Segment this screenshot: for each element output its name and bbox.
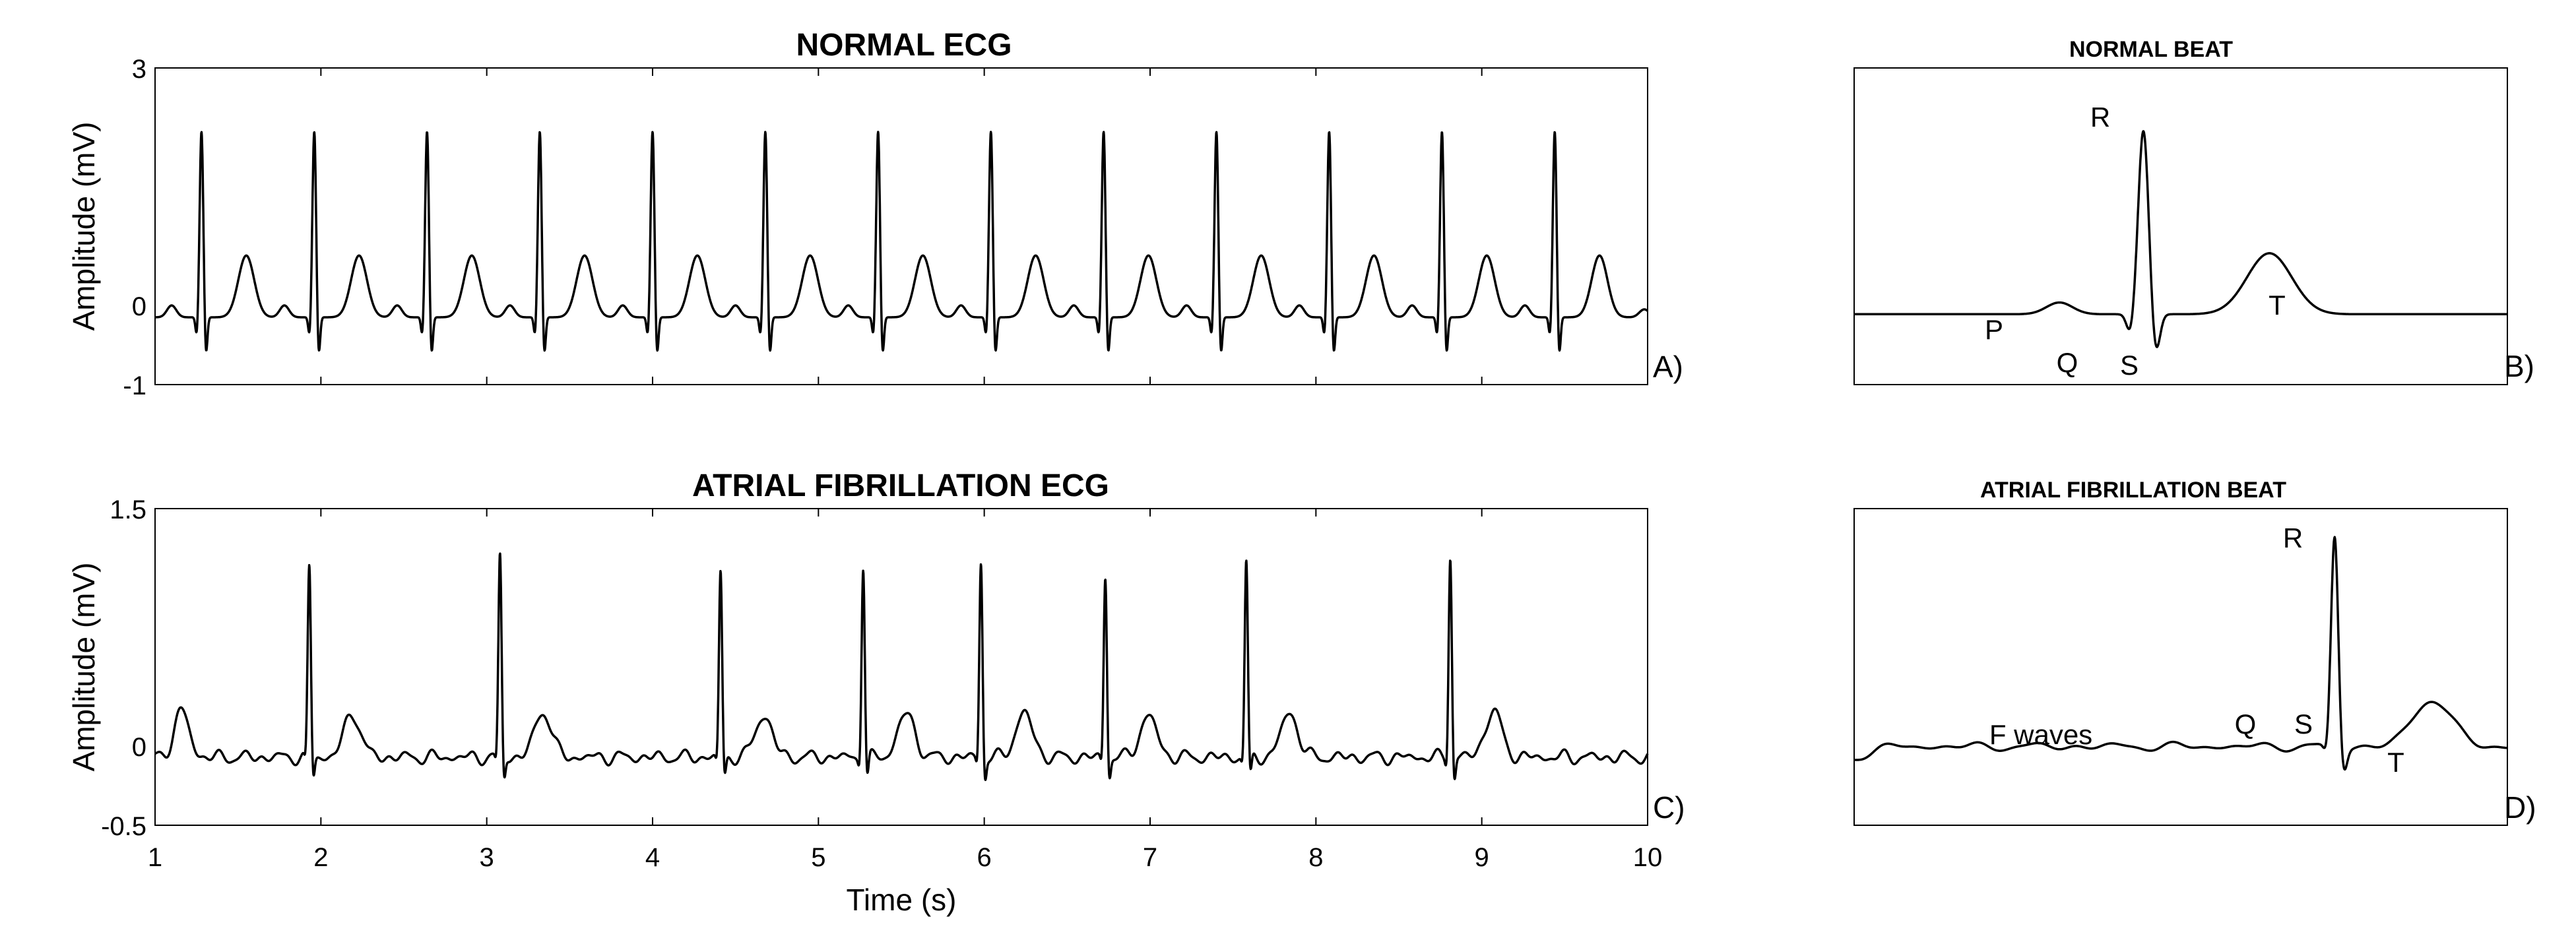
panel-c-xlabel: Time (s) [847, 883, 957, 917]
af-ecg-trace [154, 552, 1649, 782]
normal-beat-t-label: T [2269, 290, 2286, 321]
normal-beat-r-label: R [2090, 102, 2110, 133]
af-beat-r-label: R [2283, 522, 2303, 553]
panel-b-normal-beat: NORMAL BEAT P Q R S T B) [1853, 37, 2534, 385]
panel-c-label: C) [1653, 790, 1685, 825]
panel-a-ytick-3: 3 [132, 55, 146, 84]
af-beat-trace [1853, 536, 2509, 771]
panel-a-label: A) [1653, 350, 1683, 384]
x-tick-label: 6 [977, 843, 992, 872]
panel-a-ytick-0: 0 [132, 292, 146, 321]
x-tick-label: 1 [148, 843, 162, 872]
af-beat-s-label: S [2294, 708, 2313, 739]
panel-b-label: B) [2504, 349, 2534, 383]
x-tick-label: 3 [480, 843, 494, 872]
normal-beat-trace [1853, 130, 2509, 348]
x-tick-label: 2 [313, 843, 328, 872]
panel-d-title: ATRIAL FIBRILLATION BEAT [1980, 478, 2286, 503]
panel-c-ytick-0: 0 [132, 733, 146, 762]
panel-d-label: D) [2504, 790, 2536, 825]
af-beat-q-label: Q [2235, 708, 2257, 739]
panel-d-af-beat: ATRIAL FIBRILLATION BEAT F waves Q R S T… [1853, 478, 2536, 826]
panel-a-normal-ecg: NORMAL ECG 3 0 -1 Amplitude (mV) A) [67, 28, 1683, 400]
panel-b-axes-box [1853, 67, 2508, 385]
af-beat-t-label: T [2387, 747, 2404, 778]
panel-c-ylabel: Amplitude (mV) [67, 563, 101, 772]
x-tick-label: 4 [645, 843, 660, 872]
panel-c-title: ATRIAL FIBRILLATION ECG [692, 468, 1109, 503]
panel-d-axes-box [1853, 508, 2508, 826]
panel-a-ytick-neg1: -1 [123, 371, 146, 400]
normal-ecg-trace [154, 131, 1649, 352]
panel-a-ylabel: Amplitude (mV) [67, 122, 101, 331]
panel-b-title: NORMAL BEAT [2069, 37, 2233, 62]
af-beat-f-waves-label: F waves [1989, 719, 2092, 750]
panel-c-axes-box [154, 508, 1648, 826]
panel-c-ytick-1-5: 1.5 [110, 495, 146, 524]
panel-c-xticks: 1 2 3 4 5 6 7 8 9 10 [148, 509, 1662, 872]
normal-beat-p-label: P [1985, 314, 2003, 345]
x-tick-label: 10 [1633, 843, 1663, 872]
panel-a-title: NORMAL ECG [796, 28, 1012, 63]
x-tick-label: 9 [1475, 843, 1489, 872]
normal-beat-s-label: S [2120, 350, 2139, 381]
x-tick-label: 7 [1143, 843, 1157, 872]
panel-a-axes-box [154, 67, 1648, 385]
x-tick-label: 5 [811, 843, 825, 872]
x-tick-label: 8 [1308, 843, 1323, 872]
panel-c-ytick-neg0-5: -0.5 [101, 812, 146, 841]
panel-c-af-ecg: ATRIAL FIBRILLATION ECG 1.5 0 -0.5 Ampli… [67, 468, 1685, 917]
normal-beat-q-label: Q [2057, 347, 2078, 378]
panel-a-xticks [154, 68, 1648, 385]
